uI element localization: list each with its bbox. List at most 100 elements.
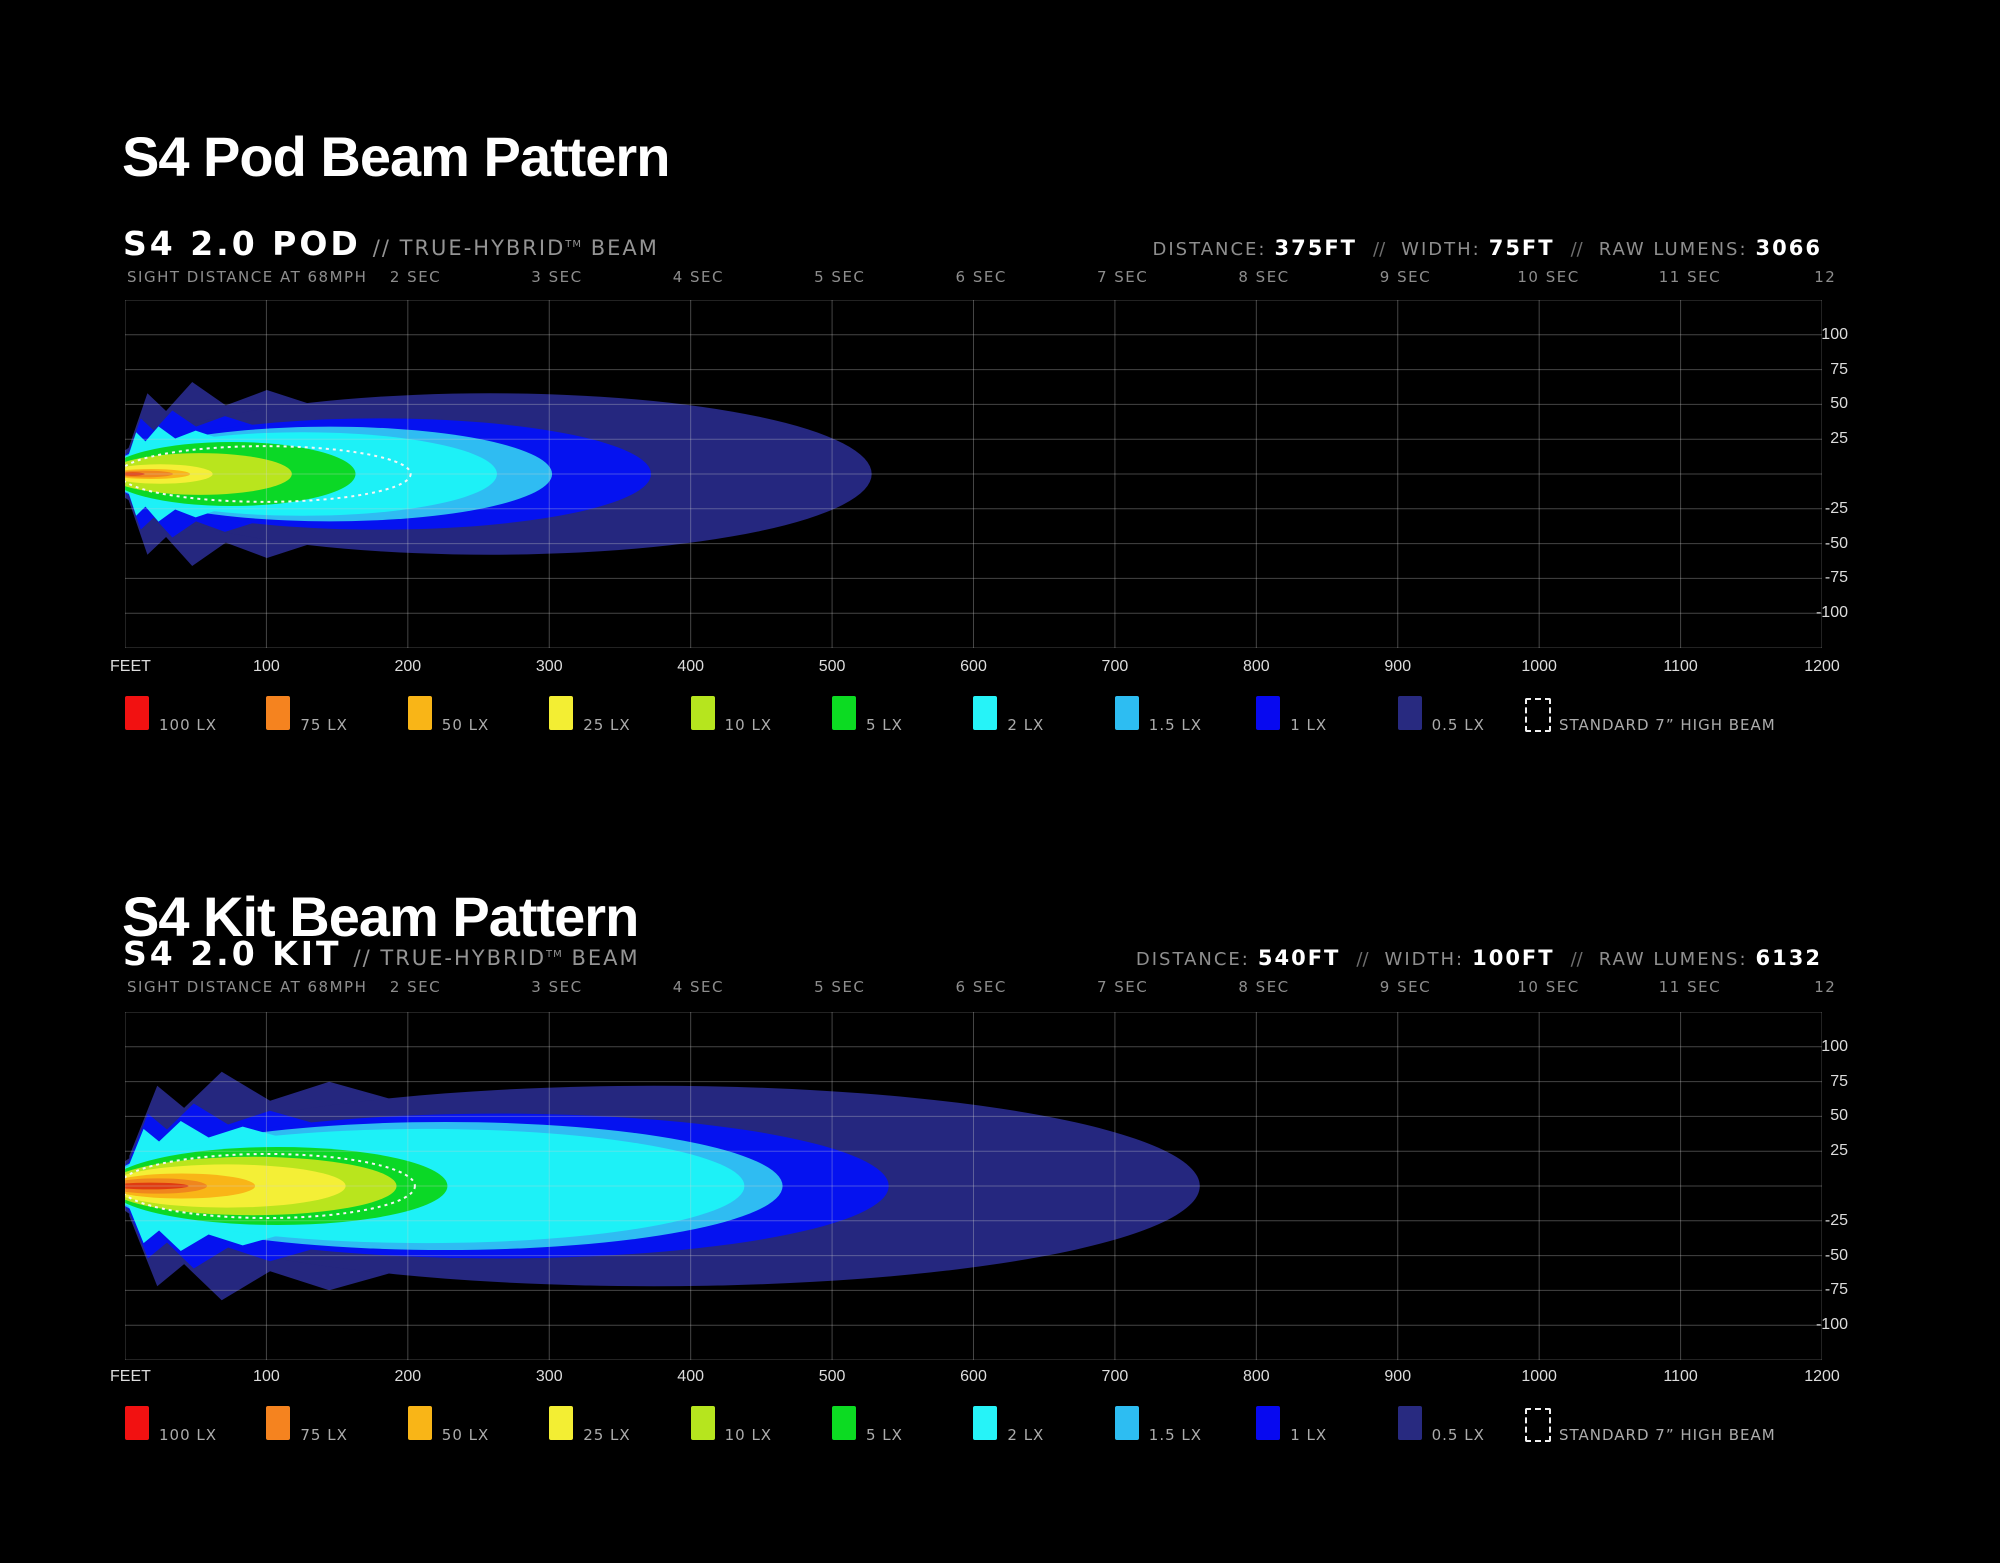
legend-label: 50 LX: [441, 716, 490, 734]
bottom-axis-tick: 700: [1101, 1368, 1129, 1385]
right-axis-tick: 100: [1821, 1037, 1848, 1055]
legend-swatch: [266, 1406, 291, 1440]
bottom-axis-tick: 300: [535, 1368, 563, 1385]
top-axis-tick: 5 SEC: [814, 978, 866, 996]
legend-swatch: [125, 696, 149, 730]
legend-swatch: [1256, 696, 1281, 730]
legend-label: 25 LX: [583, 1426, 631, 1444]
right-axis-tick: -25: [1824, 499, 1848, 517]
top-axis-tick: 11 SEC: [1658, 978, 1722, 996]
bottom-axis-tick: 1100: [1663, 658, 1698, 675]
legend-swatch: [1114, 1406, 1139, 1440]
feet-label: FEET: [110, 658, 151, 675]
beam-grid: [125, 1012, 1822, 1360]
trademark: TM: [565, 239, 583, 250]
top-axis-tick: 4 SEC: [672, 268, 724, 286]
beam-type: // True-HybridTM Beam: [353, 946, 640, 970]
stat-width-value: 75ft: [1488, 236, 1555, 260]
legend-swatch: [1256, 1406, 1281, 1440]
top-axis-tick: 5 SEC: [814, 268, 866, 286]
legend-label: 1.5 LX: [1148, 716, 1203, 734]
top-axis-tick: 9 SEC: [1379, 268, 1432, 286]
stat-separator: //: [1570, 949, 1583, 970]
right-axis-tick: 75: [1830, 360, 1848, 378]
legend-label: 25 LX: [583, 716, 631, 734]
legend-label: 5 LX: [866, 716, 903, 734]
high-beam-outline: [125, 446, 411, 502]
beam-plot: [125, 1012, 1822, 1360]
right-axis-ticks: 100 75 50 25 -25 -50 -75 -100: [1790, 300, 1848, 648]
bottom-axis-tick: 400: [677, 1368, 705, 1385]
bottom-axis-tick: 100: [253, 658, 280, 675]
top-axis: Sight Distance at 68mph 2 SEC 3 SEC 4 SEC 5…: [125, 268, 1835, 294]
right-axis-tick: -75: [1824, 1281, 1848, 1299]
top-axis-tick: 3 SEC: [531, 978, 583, 996]
top-axis-tick: 4 SEC: [672, 978, 724, 996]
stat-separator: //: [1356, 949, 1369, 970]
bottom-axis-tick: 400: [677, 658, 705, 675]
right-axis-tick: -50: [1824, 534, 1848, 552]
stat-lumens-value: 6132: [1755, 946, 1822, 970]
legend-swatch: [549, 696, 574, 730]
feet-label: FEET: [110, 1368, 151, 1385]
right-axis-tick: -75: [1824, 569, 1848, 587]
legend-label: 2 LX: [1007, 1426, 1045, 1444]
legend-label: 1 LX: [1290, 716, 1328, 734]
right-axis-tick: -25: [1824, 1211, 1848, 1229]
bottom-axis-tick: 100: [253, 1368, 280, 1385]
chart-subtitle-row: S4 2.0 Kit // True-HybridTM Beam Distanc…: [123, 934, 1822, 973]
legend-swatch: [1114, 696, 1139, 730]
stats: Distance: 540ft // Width: 100ft // Raw L…: [1136, 946, 1822, 970]
top-axis-tick: 12: [1814, 268, 1837, 286]
page-title: S4 Pod Beam Pattern: [122, 124, 670, 188]
legend-swatch: [973, 696, 998, 730]
beam-contour-100lx: [125, 472, 145, 476]
right-axis-tick: 75: [1830, 1072, 1848, 1090]
product-name: S4 2.0 Pod: [123, 224, 361, 263]
legend-label: 75 LX: [300, 716, 348, 734]
bottom-axis-tick: 1200: [1804, 1368, 1840, 1385]
legend-label: 50 LX: [441, 1426, 490, 1444]
legend-label: 0.5 LX: [1431, 716, 1485, 734]
high-beam-swatch: [1525, 698, 1551, 732]
bottom-axis-tick: 300: [535, 658, 563, 675]
top-axis-tick: 2 SEC: [389, 978, 442, 996]
right-axis-tick: 50: [1830, 1107, 1848, 1125]
stat-distance-value: 540ft: [1257, 946, 1341, 970]
beam-contour-100lx: [125, 1182, 189, 1190]
legend-swatch: [832, 1406, 856, 1440]
right-axis-tick: 50: [1830, 395, 1848, 413]
legend: 100 LX 75 LX 50 LX 25 LX 10 LX 5 LX 2 LX 1.5 LX…: [125, 1404, 1925, 1448]
bottom-axis-tick: 1100: [1663, 1368, 1698, 1385]
stat-lumens-label: Raw Lumens:: [1598, 949, 1748, 970]
legend-label: 0.5 LX: [1431, 1426, 1485, 1444]
stat-distance-label: Distance:: [1135, 949, 1250, 970]
top-axis-tick: 10 SEC: [1517, 268, 1580, 286]
legend-label: 5 LX: [866, 1426, 903, 1444]
top-axis-tick: 8 SEC: [1238, 978, 1290, 996]
legend-label: 10 LX: [724, 1426, 773, 1444]
top-axis-tick: 10 SEC: [1517, 978, 1580, 996]
beam-plot: [125, 300, 1822, 648]
legend-label: 1 LX: [1290, 1426, 1328, 1444]
bottom-axis-tick: 900: [1384, 1368, 1412, 1385]
page-title: S4 Kit Beam Pattern: [122, 884, 639, 948]
top-axis-tick: 2 SEC: [389, 268, 442, 286]
bottom-axis: FEET 100 200 300 400 500 600 700 800 900 1000 1100…: [110, 658, 1840, 682]
legend-swatch: [1397, 696, 1422, 730]
legend-label: 75 LX: [300, 1426, 348, 1444]
legend-swatch: [832, 696, 856, 730]
legend-swatch: [407, 1406, 432, 1440]
high-beam-outline: [125, 1154, 415, 1218]
stats: Distance: 375ft // Width: 75ft // Raw Lu…: [1153, 236, 1823, 260]
legend-swatch: [690, 696, 715, 730]
stat-lumens-label: Raw Lumens:: [1598, 239, 1748, 260]
stat-distance-value: 375ft: [1274, 236, 1357, 260]
right-axis-tick: -100: [1815, 604, 1848, 622]
legend-swatch: [1397, 1406, 1422, 1440]
legend-swatch: [973, 1406, 998, 1440]
right-axis-ticks: 100 75 50 25 -25 -50 -75 -100: [1790, 1012, 1848, 1360]
legend-swatch: [125, 1406, 149, 1440]
legend-swatch: [549, 1406, 574, 1440]
